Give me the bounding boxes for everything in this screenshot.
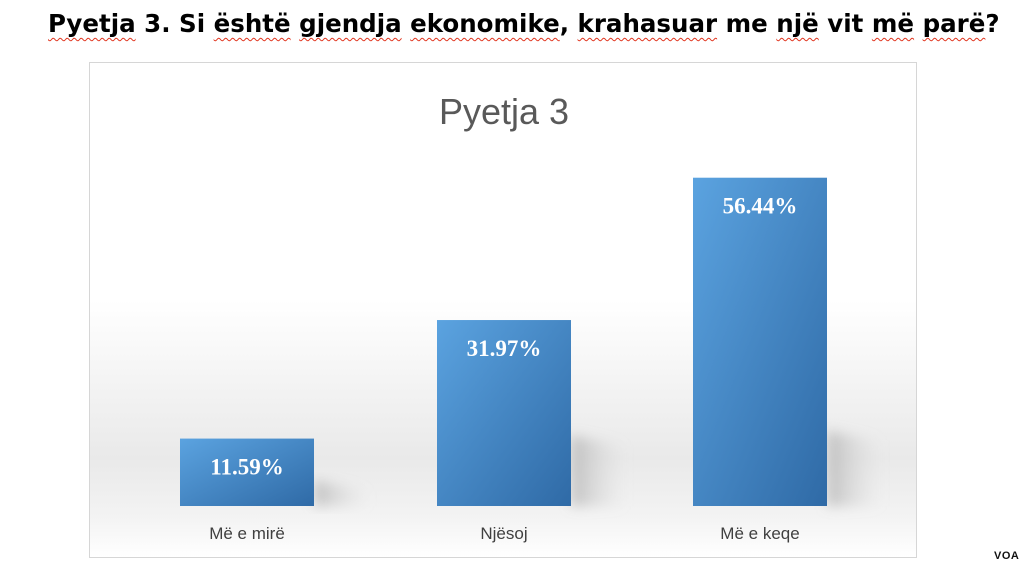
bar: [437, 320, 571, 506]
bar-shadow: [827, 431, 882, 506]
heading-word: [914, 9, 923, 38]
bar-shadow: [314, 480, 369, 506]
bar-shadows: [314, 431, 882, 506]
heading-word: [402, 9, 411, 38]
chart-frame: Pyetja 3 11.59% 31.97% 56.44% Më e mirë Një…: [89, 62, 917, 558]
heading-word: 3. Si: [135, 9, 214, 38]
category-label: Njësoj: [480, 524, 527, 543]
heading-word: vit: [818, 9, 872, 38]
category-label: Më e mirë: [209, 524, 285, 543]
bar-shadow: [571, 435, 626, 506]
data-label: 11.59%: [210, 455, 283, 480]
data-label: 56.44%: [723, 194, 798, 219]
heading-word: ?: [985, 9, 1000, 38]
heading-word: më: [871, 9, 915, 38]
heading-word: është: [213, 9, 291, 38]
category-labels: Më e mirë Njësoj Më e keqe: [209, 524, 799, 543]
bar: [693, 177, 827, 506]
bars: [180, 177, 827, 506]
heading-word: ekonomike: [410, 9, 560, 38]
heading-word: parë: [922, 9, 986, 38]
bar-chart: Pyetja 3 11.59% 31.97% 56.44% Më e mirë Një…: [180, 91, 882, 543]
chart-title: Pyetja 3: [439, 91, 569, 132]
heading-word: [291, 9, 300, 38]
heading-word: ,: [559, 9, 578, 38]
heading-word: me: [717, 9, 777, 38]
data-labels: 11.59% 31.97% 56.44%: [210, 194, 797, 480]
heading-word: Pyetja: [48, 9, 136, 38]
bar: [180, 438, 314, 506]
voa-watermark: VOA: [994, 550, 1020, 562]
heading-word: një: [776, 9, 819, 38]
heading-word: krahasuar: [577, 9, 718, 38]
data-label: 31.97%: [467, 336, 542, 361]
category-label: Më e keqe: [720, 524, 799, 543]
heading-word: gjendja: [299, 9, 402, 38]
question-heading: Pyetja 3. Si është gjendja ekonomike, kr…: [48, 4, 1008, 44]
